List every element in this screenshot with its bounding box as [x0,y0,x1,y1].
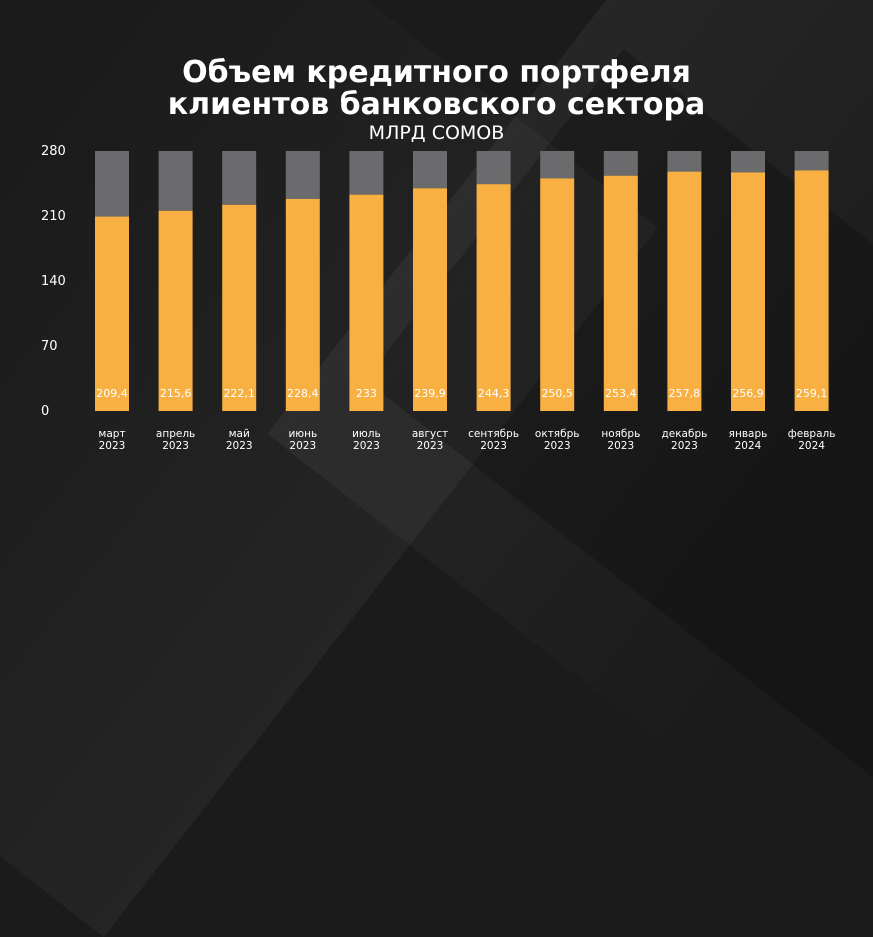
x-category-label: апрель [156,428,195,440]
bar-remainder [667,151,702,172]
bar-value [667,171,702,411]
data-label: 239,9 [414,387,446,400]
x-category-year-label: 2023 [353,440,380,452]
bar-remainder [476,151,511,185]
bar-value [731,172,765,411]
bar-value [476,184,511,411]
x-category-label: октябрь [535,428,580,440]
x-category-label: июль [352,428,381,440]
bar-remainder [540,151,575,179]
x-category-year-label: 2023 [289,440,316,452]
data-label: 253,4 [605,387,637,400]
x-category-label: сентябрь [468,428,519,440]
x-category-label: март [98,428,125,440]
x-category-year-label: 2023 [544,440,571,452]
data-label: 244,3 [478,387,510,400]
bar-remainder [95,151,129,217]
y-tick-label: 0 [41,404,49,419]
x-category-year-label: 2023 [162,440,189,452]
x-category-label: май [229,428,250,440]
chart-title-line-1: Объем кредитного портфеля [182,55,691,90]
bar-value [285,198,320,411]
x-category-year-label: 2023 [99,440,126,452]
bar-remainder [603,151,638,176]
data-label: 209,4 [96,387,128,400]
bar-value [95,216,129,411]
bar-value [349,194,384,411]
x-category-year-label: 2023 [480,440,507,452]
bar-value [540,178,575,411]
y-tick-label: 210 [41,209,66,224]
y-tick-label: 70 [41,339,58,354]
data-label: 233 [356,387,377,400]
bar-remainder [158,151,193,211]
x-category-label: август [412,428,448,440]
x-category-year-label: 2024 [735,440,762,452]
y-tick-label: 280 [41,144,66,159]
stacked-bar-chart: 070140210280209,4март2023215,6апрель2023… [41,144,836,452]
y-tick-label: 140 [41,274,66,289]
bar-value [603,175,638,411]
x-category-year-label: 2023 [607,440,634,452]
bar-value [413,188,447,411]
x-category-label: ноябрь [601,428,640,440]
x-category-year-label: 2024 [798,440,825,452]
x-category-label: декабрь [661,428,707,440]
data-label: 256,9 [732,387,764,400]
data-label: 250,5 [541,387,573,400]
bar-remainder [794,151,829,171]
x-category-year-label: 2023 [671,440,698,452]
chart-title: Объем кредитного портфеля клиентов банко… [0,57,873,121]
x-category-year-label: 2023 [226,440,253,452]
x-category-label: июнь [288,428,317,440]
bar-remainder [731,151,765,173]
bar-value [794,170,829,411]
bar-value [222,204,257,411]
data-label: 215,6 [160,387,192,400]
x-category-label: январь [729,428,768,440]
bar-remainder [285,151,320,199]
bar-remainder [222,151,257,205]
data-label: 259,1 [796,387,828,400]
chart-subtitle: МЛРД СОМОВ [368,122,505,144]
x-category-year-label: 2023 [417,440,444,452]
data-label: 222,1 [223,387,255,400]
bar-remainder [413,151,447,189]
data-label: 257,8 [669,387,701,400]
x-category-label: февраль [788,428,836,440]
bar-value [158,210,193,411]
bar-remainder [349,151,384,195]
data-label: 228,4 [287,387,319,400]
chart-title-line-2: клиентов банковского сектора [167,87,706,122]
